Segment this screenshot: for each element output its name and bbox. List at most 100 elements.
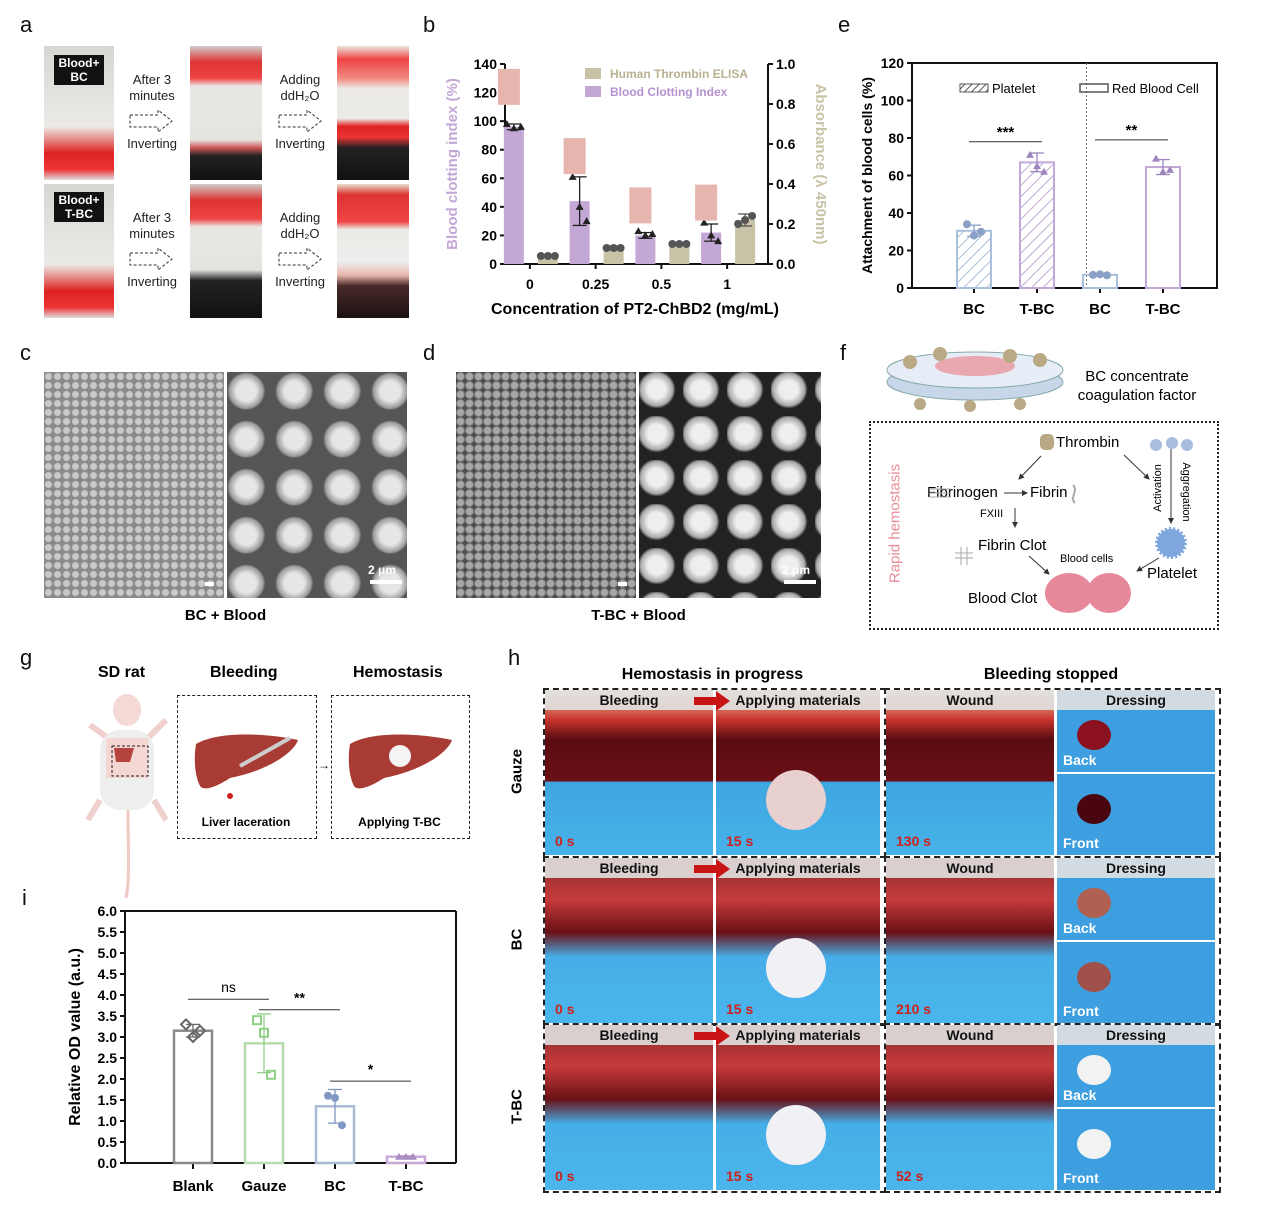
dressing-photo: Back Front Dressing: [1057, 690, 1215, 855]
wound-photo: Wound 130 s: [886, 690, 1054, 855]
inverted-vial-photo-tbc: [190, 184, 262, 318]
red-arrow-icon: [694, 691, 730, 716]
step-label: Inverting: [127, 274, 177, 289]
row-label: Gauze: [508, 748, 526, 794]
sem-image-bc-low: [44, 372, 224, 598]
y-axis-label: Blood clotting index (%): [444, 78, 461, 250]
y-tick-label: 120: [881, 55, 905, 71]
data-point: [331, 1093, 339, 1102]
front-label: Front: [1063, 835, 1099, 851]
bar-platelet: [1019, 161, 1055, 289]
liver-treated-icon: [348, 734, 452, 789]
dressing-front-sample: [1077, 1129, 1111, 1159]
y-tick-label: 2.0: [98, 1071, 118, 1087]
legend-label: Platelet: [992, 81, 1036, 96]
panel-label-d: d: [423, 340, 436, 365]
dressing-back-sample: [1077, 1055, 1111, 1085]
data-point: [609, 244, 618, 252]
front-label: Front: [1063, 1003, 1099, 1019]
scale-bar-label: 2 μm: [368, 563, 397, 577]
time-label: 15 s: [726, 1168, 754, 1184]
thrombin-icon: [1040, 434, 1054, 450]
legend-swatch: [585, 86, 601, 97]
hemostasis-title: Hemostasis: [353, 664, 443, 681]
y-tick-label: 4.5: [98, 966, 118, 982]
y-tick-label: 20: [481, 227, 497, 243]
bar-clotting-index: [503, 126, 524, 264]
bleeding-stopped-title: Bleeding stopped: [983, 666, 1119, 683]
x-tick-label: BC: [1089, 301, 1111, 318]
panel-d-caption: T-BC + Blood: [591, 607, 686, 624]
data-point: [707, 231, 716, 239]
time-label: 52 s: [896, 1168, 924, 1184]
data-point: [741, 216, 750, 224]
y-tick-label: 0: [489, 256, 497, 272]
y-tick-label: 0.0: [776, 256, 796, 272]
group-box: [884, 688, 1221, 858]
data-point: [1089, 270, 1097, 279]
scale-bar: [784, 580, 816, 584]
y-tick-label: 0.6: [776, 136, 796, 152]
y-tick-label: 0.0: [98, 1155, 118, 1171]
x-tick-label: Gauze: [241, 1178, 286, 1195]
applying-photo: Applying materials 15 s: [716, 1025, 880, 1190]
data-point: [502, 120, 511, 127]
y-tick-label: 20: [888, 243, 904, 259]
tube-inset-photo: [629, 187, 652, 224]
time-label: 130 s: [896, 833, 932, 849]
scale-bar: [618, 582, 627, 586]
liver-laceration-icon: [194, 734, 298, 799]
row-label: T-BC: [508, 1088, 526, 1124]
x-tick-label: T-BC: [1146, 301, 1181, 318]
y-tick-label: 0.5: [98, 1134, 118, 1150]
rat-illustration: [85, 694, 169, 899]
column-header: Bleeding: [545, 1025, 713, 1045]
data-point: [193, 1024, 207, 1038]
dashed-arrow-icon: [278, 246, 322, 272]
y-tick-label: 80: [481, 142, 497, 158]
applied-material: [766, 938, 826, 998]
column-header: Dressing: [1057, 690, 1215, 710]
dashed-arrow-icon: [129, 246, 173, 272]
fibrin-label: Fibrin: [1030, 484, 1068, 501]
y-tick-label: 100: [474, 113, 498, 129]
data-point: [977, 227, 985, 236]
group-box: [884, 1023, 1221, 1193]
y-tick-label: 120: [474, 85, 498, 101]
water-vial-photo-bc: [337, 46, 409, 180]
dashed-arrow-icon: [129, 108, 173, 134]
bar-clotting-index: [701, 232, 722, 264]
y-tick-label: 140: [474, 56, 498, 72]
data-point: [748, 212, 757, 220]
dressing-front-sample: [1077, 794, 1111, 824]
y-tick-label: 60: [481, 170, 497, 186]
y-tick-label: 5.0: [98, 945, 118, 961]
y-tick-label: 1.5: [98, 1092, 118, 1108]
data-point: [409, 1152, 417, 1160]
y-tick-label: 40: [481, 199, 497, 215]
bar-thrombin-elisa: [603, 248, 624, 264]
legend-swatch-rbc: [1079, 83, 1109, 93]
data-point: [1040, 167, 1048, 175]
y-tick-label: 60: [888, 168, 904, 184]
vial-tag-bc: Blood+ BC: [54, 55, 104, 85]
blood-clot-label: Blood Clot: [968, 590, 1038, 607]
bleeding-photo: Bleeding 0 s: [545, 858, 713, 1023]
dressing-front-sample: [1077, 962, 1111, 992]
dashed-arrow-icon: [278, 108, 322, 134]
tube-inset-photo: [695, 184, 718, 221]
y-tick-label: 4.0: [98, 987, 118, 1003]
data-point: [668, 240, 677, 248]
y-tick-label: 1.0: [98, 1113, 118, 1129]
bar-red-blood-cell: [1145, 166, 1181, 289]
column-header: Applying materials: [716, 690, 880, 710]
tube-inset-photo: [563, 138, 586, 175]
mechanism-box: [869, 421, 1219, 630]
step-label: Adding ddH₂O: [279, 210, 321, 241]
x-tick-label: 0.5: [652, 276, 672, 292]
y-tick-label: 0.2: [776, 216, 796, 232]
data-point: [714, 237, 723, 245]
data-point: [648, 230, 657, 237]
data-point: [252, 1015, 262, 1026]
